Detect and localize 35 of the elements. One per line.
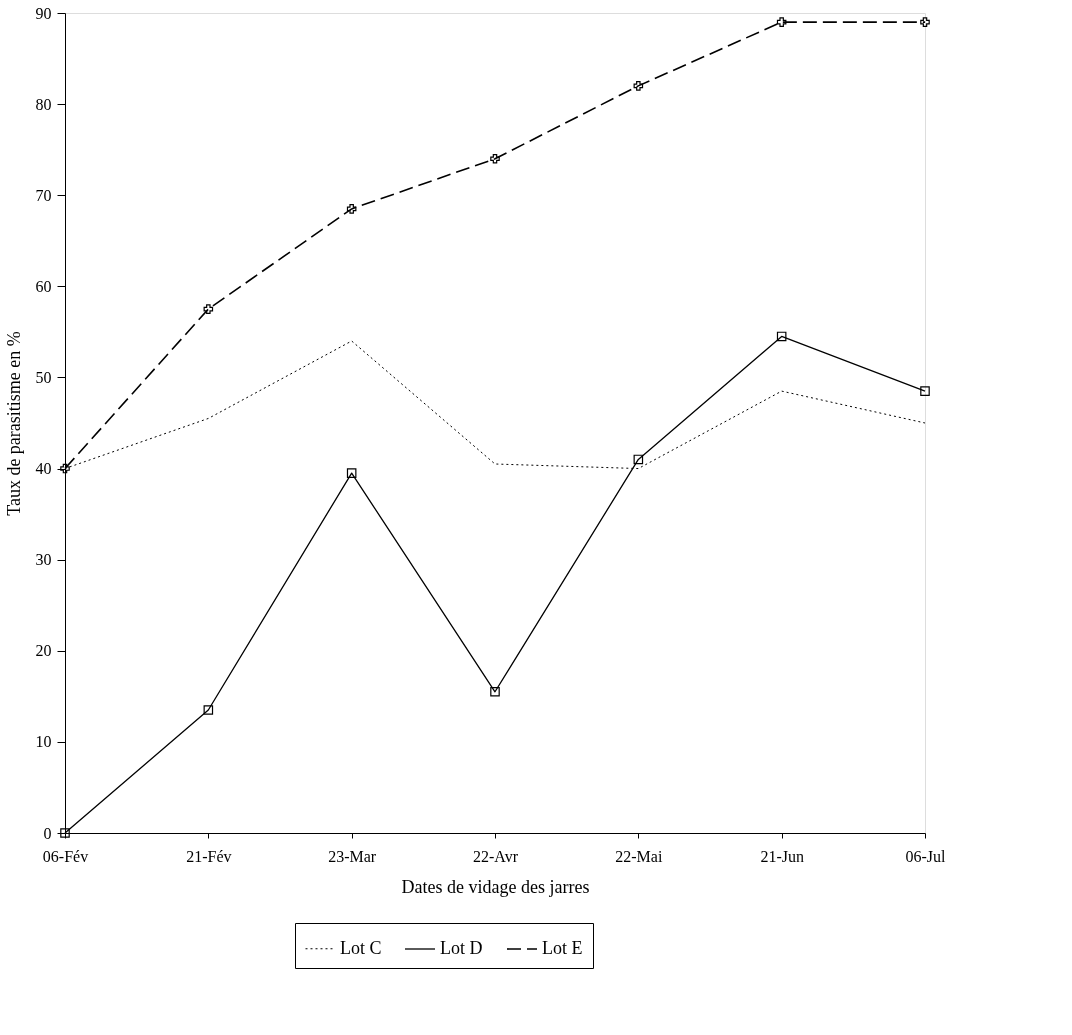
point bbox=[776, 331, 787, 342]
point bbox=[203, 705, 214, 715]
point bbox=[346, 204, 357, 214]
y-tick-label: 60 bbox=[35, 277, 52, 295]
x-tick-label: 22-Avr bbox=[472, 847, 519, 865]
y-tick-label: 70 bbox=[35, 186, 52, 204]
point bbox=[633, 454, 644, 465]
point bbox=[203, 304, 214, 314]
legend-label: Lot E bbox=[542, 938, 583, 958]
point bbox=[920, 17, 930, 27]
point bbox=[60, 463, 70, 474]
point bbox=[490, 153, 500, 164]
legend-label: Lot D bbox=[440, 938, 483, 958]
x-axis-title: Dates de vidage des jarres bbox=[401, 876, 590, 897]
point bbox=[490, 686, 500, 697]
y-axis-title: Taux de parasitisme en % bbox=[3, 331, 24, 516]
legend-label: Lot C bbox=[340, 937, 382, 958]
y-tick-label: 20 bbox=[35, 642, 52, 660]
y-tick-label: 30 bbox=[35, 551, 52, 569]
y-tick-label: 10 bbox=[35, 733, 52, 751]
x-tick-label: 21-Fév bbox=[186, 847, 232, 865]
point bbox=[633, 81, 644, 91]
x-tick-label: 06-Fév bbox=[42, 847, 89, 865]
x-tick-label: 22-Mai bbox=[615, 847, 663, 865]
point bbox=[920, 386, 930, 396]
point bbox=[776, 17, 787, 27]
x-tick-label: 21-Jun bbox=[760, 847, 804, 865]
y-tick-label: 90 bbox=[35, 4, 52, 22]
y-tick-label: 0 bbox=[43, 824, 52, 842]
y-tick-label: 80 bbox=[35, 95, 52, 113]
x-tick-label: 06-Jul bbox=[905, 847, 947, 865]
y-tick-label: 50 bbox=[35, 368, 52, 386]
point bbox=[346, 468, 357, 478]
y-tick-label: 40 bbox=[35, 460, 52, 478]
x-tick-label: 23-Mar bbox=[328, 847, 377, 865]
